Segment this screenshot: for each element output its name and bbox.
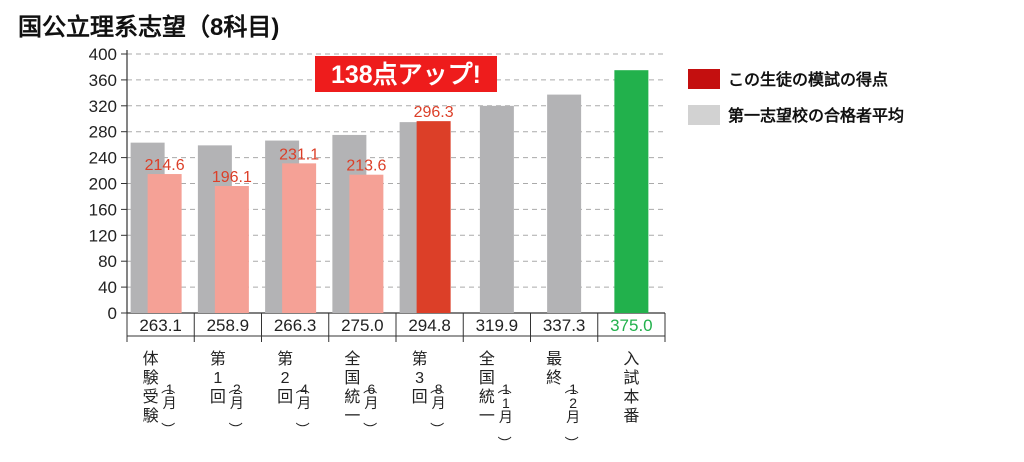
bar-average [479, 105, 514, 314]
y-tick-label: 200 [89, 175, 117, 194]
legend-swatch-student [688, 69, 720, 89]
table-value: 266.3 [274, 316, 317, 335]
y-tick-label: 0 [108, 304, 117, 323]
chart-title: 国公立理系志望（8科目) [18, 13, 279, 41]
bar-student [349, 174, 384, 313]
category-sublabel: （1 1 月） [496, 380, 513, 450]
student-value-label: 296.3 [414, 104, 454, 121]
badge-box [315, 56, 497, 92]
y-tick-label: 280 [89, 123, 117, 142]
table-value: 337.3 [543, 316, 586, 335]
y-tick-label: 360 [89, 71, 117, 90]
category-label: 体験受験 [143, 350, 159, 425]
bar-student [282, 163, 317, 313]
category-label: 最終 [546, 351, 562, 387]
table-value: 263.1 [139, 316, 182, 335]
category-sublabel: （1 2 月） [563, 380, 580, 450]
category-label: 全国統一 [479, 350, 495, 425]
table-value: 258.9 [207, 316, 250, 335]
badge-text: 138点アップ! [331, 61, 481, 89]
legend-swatch-average [688, 105, 720, 125]
legend-label-average: 第一志望校の合格者平均 [728, 106, 904, 125]
table-value: 275.0 [341, 316, 384, 335]
student-value-label: 196.1 [212, 169, 252, 186]
category-label: 全国統一 [344, 350, 360, 425]
category-sublabel: （8 月） [429, 380, 446, 436]
bar-exam [614, 70, 649, 313]
category-sublabel: （2 月） [227, 380, 244, 436]
y-tick-label: 80 [98, 252, 117, 271]
table-value: 319.9 [476, 316, 519, 335]
student-value-label: 213.6 [346, 158, 386, 175]
category-sublabel: （1 月） [160, 380, 177, 436]
bar-average [547, 94, 582, 313]
category-sublabel: （6 月） [361, 380, 378, 436]
table-value: 294.8 [408, 316, 451, 335]
bar-student [147, 174, 182, 313]
y-tick-label: 120 [89, 226, 117, 245]
legend-label-student: この生徒の模試の得点 [728, 70, 888, 89]
y-tick-label: 40 [98, 278, 117, 297]
bar-student [214, 186, 249, 313]
y-tick-label: 160 [89, 200, 117, 219]
category-sublabel: （4 月） [294, 380, 311, 436]
y-tick-label: 400 [89, 45, 117, 64]
table-value: 375.0 [610, 316, 653, 335]
bar-student [416, 121, 451, 313]
student-value-label: 231.1 [279, 146, 319, 163]
category-label: 入試本番 [623, 351, 639, 425]
student-value-label: 214.6 [145, 157, 185, 174]
y-tick-label: 320 [89, 97, 117, 116]
y-tick-label: 240 [89, 149, 117, 168]
